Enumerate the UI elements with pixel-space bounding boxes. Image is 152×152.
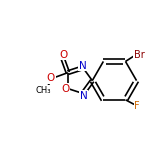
Text: Br: Br bbox=[134, 50, 145, 60]
Text: N: N bbox=[80, 91, 87, 101]
Text: CH₃: CH₃ bbox=[35, 86, 51, 95]
Text: F: F bbox=[134, 101, 140, 111]
Text: N: N bbox=[79, 61, 87, 71]
Text: O: O bbox=[47, 73, 55, 83]
Text: O: O bbox=[61, 84, 69, 94]
Text: O: O bbox=[59, 50, 67, 60]
